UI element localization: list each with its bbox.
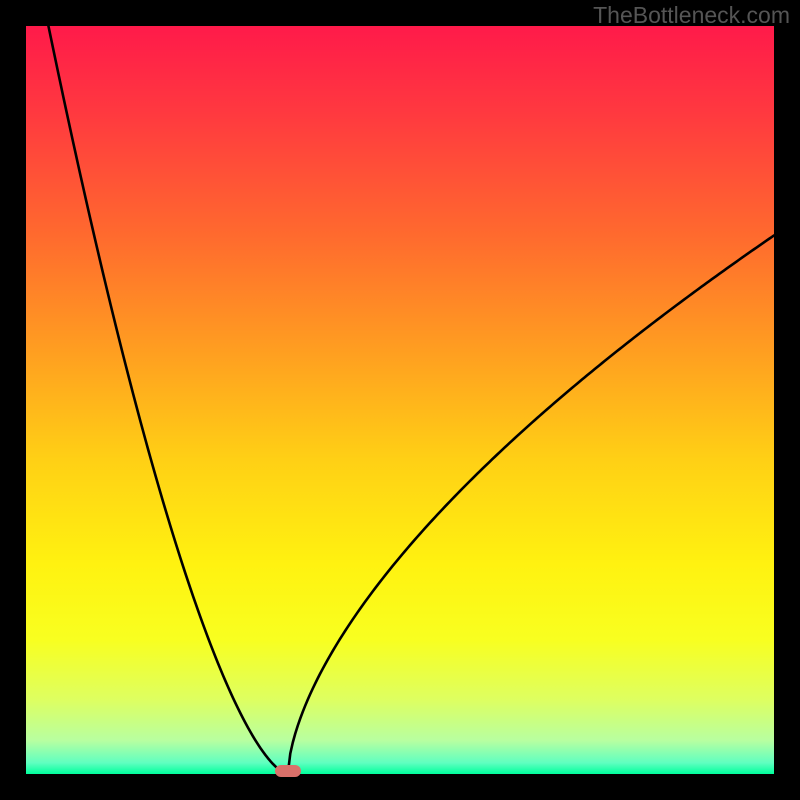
bottleneck-curve xyxy=(48,26,774,774)
outer-frame xyxy=(0,0,800,800)
bottleneck-curve-svg xyxy=(26,26,774,774)
plot-area xyxy=(26,26,774,774)
optimal-marker xyxy=(275,765,301,777)
watermark-text: TheBottleneck.com xyxy=(593,2,790,29)
